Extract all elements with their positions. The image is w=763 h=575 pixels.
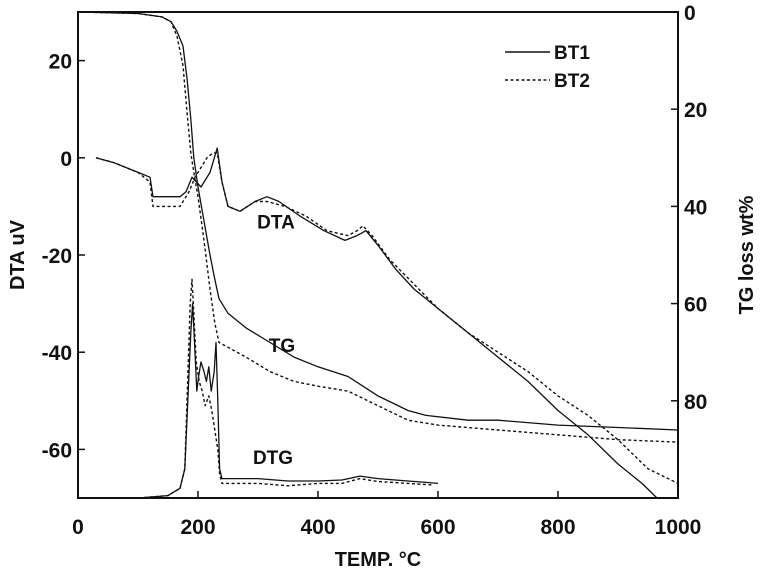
- legend-label-bt1: BT1: [554, 43, 590, 64]
- annotation-tg: TG: [269, 336, 295, 357]
- series-dtg-bt1: [78, 302, 439, 498]
- x-axis-label: TEMP. °C: [335, 549, 422, 571]
- right-tick-label: 80: [684, 391, 707, 414]
- x-tick-label: 800: [540, 516, 575, 539]
- curves-layer: [78, 12, 678, 498]
- series-dtg-bt2: [78, 278, 433, 498]
- right-tick-label: 60: [684, 294, 707, 317]
- series-dta-bt2: [95, 152, 678, 485]
- series-dta-bt1: [95, 147, 658, 498]
- left-tick-label: 20: [49, 51, 72, 74]
- right-tick-label: 0: [684, 2, 696, 25]
- right-axis-label: TG loss wt%: [736, 195, 758, 314]
- series-tg-bt1: [78, 12, 678, 431]
- legend-label-bt2: BT2: [554, 71, 590, 92]
- x-tick-label: 600: [420, 516, 455, 539]
- left-tick-label: 0: [60, 148, 72, 171]
- x-tick-label: 0: [72, 516, 84, 539]
- x-tick-label: 400: [300, 516, 335, 539]
- axes-text-layer: 0 200 400 600 800 1000200-20-40-60020406080TE…: [7, 2, 758, 571]
- series-tg-bt2: [78, 12, 678, 443]
- left-tick-label: -40: [42, 342, 72, 365]
- plot-frame: [77, 11, 679, 499]
- x-tick-label: 200: [180, 516, 215, 539]
- right-tick-label: 40: [684, 196, 707, 219]
- x-tick-label: 1000: [655, 516, 702, 539]
- left-tick-label: -20: [42, 245, 72, 268]
- annotation-dta: DTA: [257, 212, 295, 233]
- left-axis-label: DTA uV: [7, 219, 29, 290]
- annotation-dtg: DTG: [253, 448, 293, 469]
- right-tick-label: 20: [684, 99, 707, 122]
- left-tick-label: -60: [42, 439, 72, 462]
